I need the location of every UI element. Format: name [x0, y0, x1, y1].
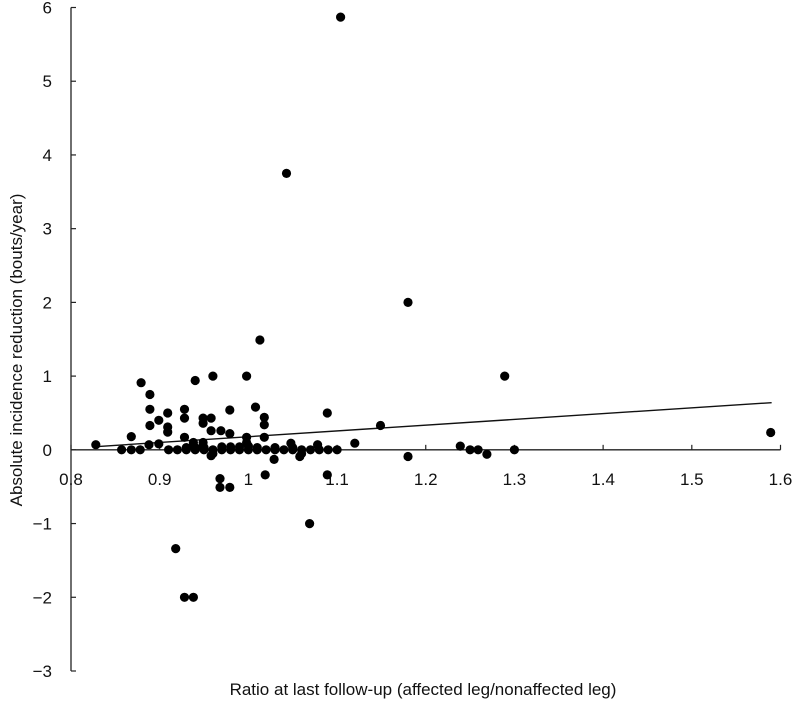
y-axis-title: Absolute incidence reduction (bouts/year…	[7, 194, 26, 507]
data-point	[314, 445, 324, 455]
data-point	[198, 418, 208, 428]
data-point	[217, 442, 227, 452]
data-point	[259, 420, 269, 430]
data-point	[215, 482, 225, 492]
data-point	[305, 445, 316, 455]
data-point	[154, 439, 164, 449]
data-point	[145, 389, 155, 400]
data-point	[279, 445, 289, 455]
data-point	[179, 404, 190, 414]
data-point	[179, 413, 190, 423]
x-tick-label: 1.4	[591, 470, 615, 489]
x-tick-label: 1.5	[680, 470, 704, 489]
data-point	[216, 426, 226, 436]
y-tick-label: 4	[43, 146, 52, 165]
data-point	[188, 592, 198, 602]
data-point	[297, 448, 307, 459]
y-tick-label: −1	[33, 515, 52, 534]
data-point	[179, 592, 190, 602]
data-point	[199, 443, 209, 453]
data-point	[270, 443, 280, 453]
data-point	[171, 544, 181, 554]
data-point	[117, 445, 127, 455]
data-point	[403, 297, 413, 307]
data-point	[323, 445, 333, 455]
trendline	[97, 401, 772, 448]
data-point	[206, 413, 216, 423]
data-point	[226, 442, 236, 452]
x-tick-label: 0.9	[148, 470, 172, 489]
data-point	[144, 440, 154, 450]
x-axis-title: Ratio at last follow-up (affected leg/no…	[230, 680, 617, 699]
data-point	[181, 443, 191, 453]
data-point	[126, 432, 136, 442]
data-point	[500, 371, 510, 381]
data-point	[250, 402, 261, 412]
y-tick-label: 2	[43, 293, 52, 312]
y-tick-label: 1	[43, 367, 52, 386]
data-point	[261, 445, 271, 455]
x-tick-label: 1	[244, 470, 253, 489]
data-point	[473, 445, 483, 455]
data-point	[225, 482, 235, 492]
data-point	[766, 427, 776, 438]
data-point	[164, 445, 174, 455]
data-point	[145, 420, 155, 431]
data-point	[259, 432, 269, 442]
data-point	[403, 451, 413, 462]
data-point	[215, 474, 225, 484]
data-point	[91, 440, 101, 450]
data-point	[242, 371, 252, 381]
data-point	[255, 335, 265, 345]
data-point	[305, 519, 315, 529]
x-tick-label: 1.6	[769, 470, 793, 489]
data-point	[172, 445, 182, 455]
data-point	[332, 445, 342, 455]
data-point	[225, 405, 235, 415]
data-point	[163, 427, 173, 437]
x-tick-label: 0.8	[59, 470, 83, 489]
data-point	[136, 378, 146, 388]
data-point	[135, 445, 145, 455]
data-point	[482, 449, 492, 459]
data-point	[375, 420, 386, 431]
y-tick-label: 3	[43, 220, 52, 239]
data-point	[145, 404, 155, 414]
y-tick-label: −3	[33, 662, 52, 681]
data-point	[179, 432, 190, 442]
data-points	[91, 12, 776, 602]
data-point	[288, 443, 298, 453]
data-point	[234, 442, 245, 452]
data-point	[455, 441, 465, 451]
data-point	[154, 415, 164, 425]
data-point	[259, 412, 269, 422]
data-point	[350, 438, 360, 448]
data-point	[243, 441, 253, 451]
data-point	[322, 408, 332, 418]
data-point	[190, 375, 200, 386]
data-point	[281, 168, 292, 178]
x-tick-label: 1.3	[503, 470, 527, 489]
data-point	[252, 443, 262, 453]
data-point	[206, 426, 216, 436]
data-point	[208, 371, 218, 381]
data-point	[208, 448, 218, 459]
data-point	[322, 470, 332, 480]
data-point	[163, 408, 173, 418]
data-point	[465, 445, 475, 455]
data-point	[260, 470, 270, 480]
x-tick-label: 1.2	[414, 470, 438, 489]
y-tick-label: 0	[43, 441, 52, 460]
data-point	[225, 429, 235, 439]
y-tick-label: −2	[33, 588, 52, 607]
data-point	[509, 445, 519, 455]
data-point	[190, 443, 200, 453]
data-point	[126, 445, 136, 455]
y-axis: 6 5 4 3 2 1 0 −1 −2 −3	[33, 0, 76, 681]
y-tick-label: 6	[43, 0, 52, 18]
data-point	[336, 12, 346, 22]
y-tick-label: 5	[43, 72, 52, 91]
data-point	[269, 454, 279, 464]
